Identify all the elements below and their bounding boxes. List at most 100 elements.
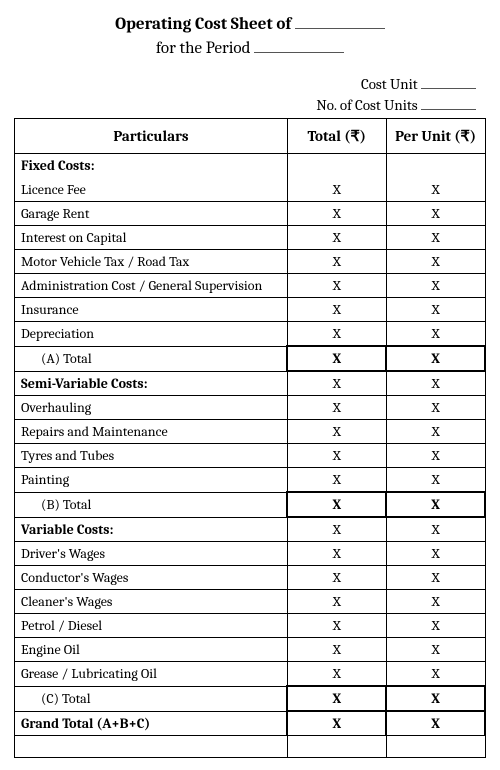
row-total: X	[287, 226, 386, 250]
section-variable-heading: Variable Costs: X X	[15, 517, 486, 542]
row-label: Licence Fee	[15, 178, 288, 202]
subtotal-c-row: (C) Total X X	[15, 686, 486, 711]
row-total: X	[287, 638, 386, 662]
row-label: Painting	[15, 468, 288, 493]
table-row: Overhauling X X	[15, 396, 486, 420]
section-semi-heading: Semi-Variable Costs: X X	[15, 371, 486, 396]
row-label: Petrol / Diesel	[15, 614, 288, 638]
row-per: X	[386, 178, 485, 202]
row-total: X	[287, 662, 386, 687]
variable-heading: Variable Costs:	[15, 517, 288, 542]
row-per: X	[386, 614, 485, 638]
row-total: X	[287, 614, 386, 638]
fixed-heading: Fixed Costs:	[15, 154, 288, 178]
title-block: Operating Cost Sheet of for the Period	[14, 12, 486, 58]
row-per: X	[386, 662, 485, 687]
row-total: X	[287, 444, 386, 468]
table-row: Interest on Capital X X	[15, 226, 486, 250]
subtitle-prefix: for the Period	[156, 39, 251, 58]
grand-total-row: Grand Total (A+B+C) X X	[15, 711, 486, 736]
subtotal-a-total: X	[287, 346, 386, 371]
row-label: Depreciation	[15, 322, 288, 347]
row-label: Engine Oil	[15, 638, 288, 662]
row-per: X	[386, 322, 485, 347]
row-per: X	[386, 420, 485, 444]
row-per: X	[386, 250, 485, 274]
row-label: Repairs and Maintenance	[15, 420, 288, 444]
row-total: X	[287, 566, 386, 590]
title-line: Operating Cost Sheet of	[14, 12, 486, 34]
cost-unit-line: Cost Unit	[14, 74, 476, 93]
grand-total-label: Grand Total (A+B+C)	[15, 711, 288, 736]
subtotal-b-total: X	[287, 492, 386, 517]
subtotal-a-label: (A) Total	[15, 346, 288, 371]
meta-block: Cost Unit No. of Cost Units	[14, 74, 486, 114]
row-total: X	[287, 322, 386, 347]
row-per: X	[386, 517, 485, 542]
subtotal-b-per: X	[386, 492, 485, 517]
row-per: X	[386, 638, 485, 662]
cost-sheet-table: Particulars Total (₹) Per Unit (₹) Fixed…	[14, 118, 486, 758]
row-total: X	[287, 396, 386, 420]
row-total: X	[287, 517, 386, 542]
table-row: Tyres and Tubes X X	[15, 444, 486, 468]
row-label: Grease / Lubricating Oil	[15, 662, 288, 687]
col-particulars: Particulars	[15, 119, 288, 154]
col-per-unit: Per Unit (₹)	[386, 119, 485, 154]
row-per: X	[386, 396, 485, 420]
cell-blank	[386, 154, 485, 178]
num-units-line: No. of Cost Units	[14, 95, 476, 114]
table-row: Garage Rent X X	[15, 202, 486, 226]
row-total: X	[287, 298, 386, 322]
row-per: X	[386, 566, 485, 590]
subtotal-c-per: X	[386, 686, 485, 711]
table-row: Grease / Lubricating Oil X X	[15, 662, 486, 687]
table-row: Driver's Wages X X	[15, 542, 486, 566]
row-per: X	[386, 202, 485, 226]
row-total: X	[287, 274, 386, 298]
table-row: Motor Vehicle Tax / Road Tax X X	[15, 250, 486, 274]
subtitle-blank	[254, 36, 344, 53]
row-total: X	[287, 420, 386, 444]
row-label: Insurance	[15, 298, 288, 322]
table-row: Repairs and Maintenance X X	[15, 420, 486, 444]
row-label: Overhauling	[15, 396, 288, 420]
table-row: Engine Oil X X	[15, 638, 486, 662]
row-per: X	[386, 226, 485, 250]
num-units-label: No. of Cost Units	[316, 96, 417, 114]
grand-total-per: X	[386, 711, 485, 736]
row-per: X	[386, 590, 485, 614]
subtotal-b-label: (B) Total	[15, 492, 288, 517]
row-per: X	[386, 274, 485, 298]
row-total: X	[287, 202, 386, 226]
subtotal-b-row: (B) Total X X	[15, 492, 486, 517]
row-label: Administration Cost / General Supervisio…	[15, 274, 288, 298]
row-label: Conductor's Wages	[15, 566, 288, 590]
cost-unit-blank	[421, 74, 476, 89]
section-fixed-heading: Fixed Costs:	[15, 154, 486, 178]
row-total: X	[287, 590, 386, 614]
table-row: Insurance X X	[15, 298, 486, 322]
title-prefix: Operating Cost Sheet of	[115, 15, 291, 34]
row-label: Tyres and Tubes	[15, 444, 288, 468]
row-label: Driver's Wages	[15, 542, 288, 566]
row-total: X	[287, 468, 386, 493]
row-label: Garage Rent	[15, 202, 288, 226]
empty-cell	[386, 736, 485, 758]
row-label: Interest on Capital	[15, 226, 288, 250]
row-total: X	[287, 542, 386, 566]
row-per: X	[386, 298, 485, 322]
subtotal-c-total: X	[287, 686, 386, 711]
row-per: X	[386, 468, 485, 493]
table-row: Conductor's Wages X X	[15, 566, 486, 590]
row-per: X	[386, 444, 485, 468]
col-total: Total (₹)	[287, 119, 386, 154]
grand-total-total: X	[287, 711, 386, 736]
row-total: X	[287, 250, 386, 274]
subtitle-line: for the Period	[14, 36, 486, 58]
table-body: Fixed Costs: Licence Fee X X Garage Rent…	[15, 154, 486, 758]
table-row: Administration Cost / General Supervisio…	[15, 274, 486, 298]
table-row: Depreciation X X	[15, 322, 486, 347]
semi-heading: Semi-Variable Costs:	[15, 371, 288, 396]
row-total: X	[287, 371, 386, 396]
